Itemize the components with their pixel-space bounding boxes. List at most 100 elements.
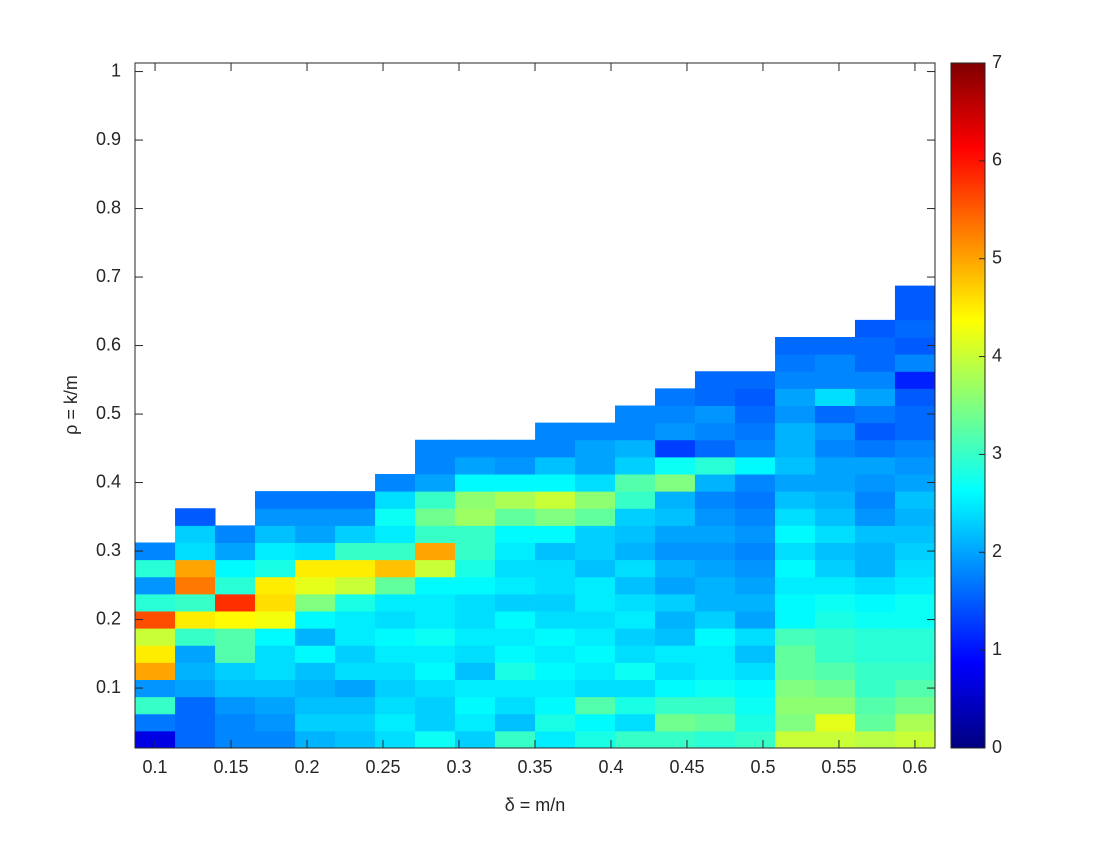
heatmap-cell [295,525,336,543]
heatmap-cell [815,508,856,526]
heatmap-cell [494,593,536,612]
heatmap-cell [775,713,816,732]
x-tick-label: 0.35 [517,757,552,777]
heatmap-cell [615,525,656,543]
heatmap-cell [295,491,336,509]
heatmap-cell [775,491,816,509]
heatmap-cell [135,696,176,715]
heatmap-cell [615,645,656,663]
heatmap-cell [854,679,896,698]
heatmap-cell [894,285,936,304]
heatmap-cell [854,662,896,680]
heatmap-cell [254,730,296,749]
heatmap-cell [415,645,456,663]
heatmap-cell [654,508,696,526]
heatmap-cell [615,730,656,749]
heatmap-cell [335,525,376,543]
heatmap-cell [854,542,896,561]
heatmap-cell [295,611,336,629]
colorbar-tick-label: 0 [992,737,1002,757]
heatmap-cell [734,576,776,595]
y-tick-label: 1 [111,60,121,80]
heatmap-cell [854,422,896,441]
heatmap-cell [335,696,376,715]
heatmap-cell [775,679,816,698]
heatmap-cell [575,593,616,612]
heatmap-cell [375,576,416,595]
heatmap-cell [815,576,856,595]
heatmap-cell [854,576,896,595]
heatmap-cell [894,371,936,389]
heatmap-cell [254,662,296,680]
heatmap-cell [535,679,576,698]
heatmap-cell [454,696,496,715]
heatmap-cell [815,628,856,646]
heatmap-cell [734,611,776,629]
heatmap-cell [694,405,736,424]
heatmap-cell [815,491,856,509]
colorbar-tick-label: 7 [992,52,1002,72]
heatmap-cell [894,302,936,321]
heatmap-cell [415,456,456,475]
x-axis-label: δ = m/n [505,795,566,815]
heatmap-cell [694,508,736,526]
heatmap-cell [215,645,256,663]
heatmap-cell [254,525,296,543]
heatmap-cell [295,593,336,612]
heatmap-cell [175,559,216,578]
heatmap-cell [854,611,896,629]
heatmap-cell [894,422,936,441]
heatmap-cell [854,508,896,526]
heatmap-cell [775,422,816,441]
y-tick-label: 0.5 [96,403,121,423]
heatmap-cell [575,508,616,526]
heatmap-cell [654,474,696,492]
heatmap-cell [254,645,296,663]
heatmap-cell [575,525,616,543]
heatmap-cell [575,542,616,561]
heatmap-cell [815,730,856,749]
heatmap-cell [615,405,656,424]
x-tick-label: 0.1 [143,757,168,777]
heatmap-cell [654,576,696,595]
heatmap-cell [254,611,296,629]
colorbar [951,63,985,748]
heatmap-cell [175,645,216,663]
heatmap-cell [494,474,536,492]
y-tick-label: 0.3 [96,540,121,560]
heatmap-cell [654,593,696,612]
heatmap-cell [775,593,816,612]
heatmap-cell [734,371,776,389]
heatmap-cell [335,645,376,663]
heatmap-cell [654,628,696,646]
heatmap-cell [575,576,616,595]
heatmap-cell [894,593,936,612]
heatmap-cell [535,713,576,732]
heatmap-cell [734,645,776,663]
heatmap-cell [175,679,216,698]
heatmap-cell [775,696,816,715]
heatmap-cell [415,696,456,715]
heatmap-cell [894,696,936,715]
heatmap-cell [694,525,736,543]
heatmap-cell [215,593,256,612]
heatmap-cell [454,491,496,509]
heatmap-cell [575,679,616,698]
heatmap-cell [815,422,856,441]
heatmap-cell [454,474,496,492]
heatmap-cell [734,559,776,578]
heatmap-cell [854,474,896,492]
heatmap-cell [254,559,296,578]
heatmap-cell [494,491,536,509]
heatmap-cell [295,730,336,749]
heatmap-cell [854,713,896,732]
heatmap-cell [135,662,176,680]
heatmap-cell [494,559,536,578]
heatmap-cell [415,525,456,543]
heatmap-cell [135,730,176,749]
heatmap-cell [295,508,336,526]
heatmap-cell [335,491,376,509]
heatmap-cell [494,508,536,526]
heatmap-cell [894,456,936,475]
heatmap-cell [415,508,456,526]
